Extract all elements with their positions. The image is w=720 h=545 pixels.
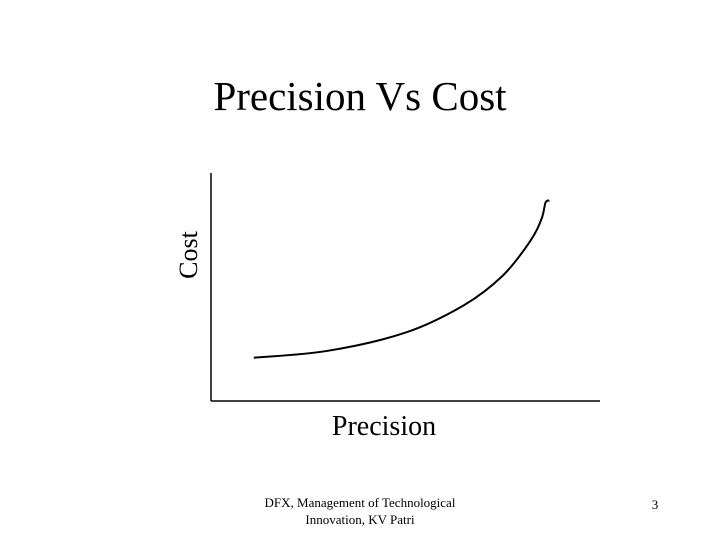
slide-title: Precision Vs Cost xyxy=(213,73,507,119)
footer-line-2: Innovation, KV Patri xyxy=(305,512,415,527)
footer-line-1: DFX, Management of Technological xyxy=(264,495,456,510)
y-axis-label: Cost xyxy=(174,230,203,278)
page-number: 3 xyxy=(651,497,659,512)
cost-curve-line xyxy=(253,199,550,359)
slide-footer: DFX, Management of Technological Innovat… xyxy=(230,494,490,528)
x-axis-label: Precision xyxy=(332,411,436,442)
